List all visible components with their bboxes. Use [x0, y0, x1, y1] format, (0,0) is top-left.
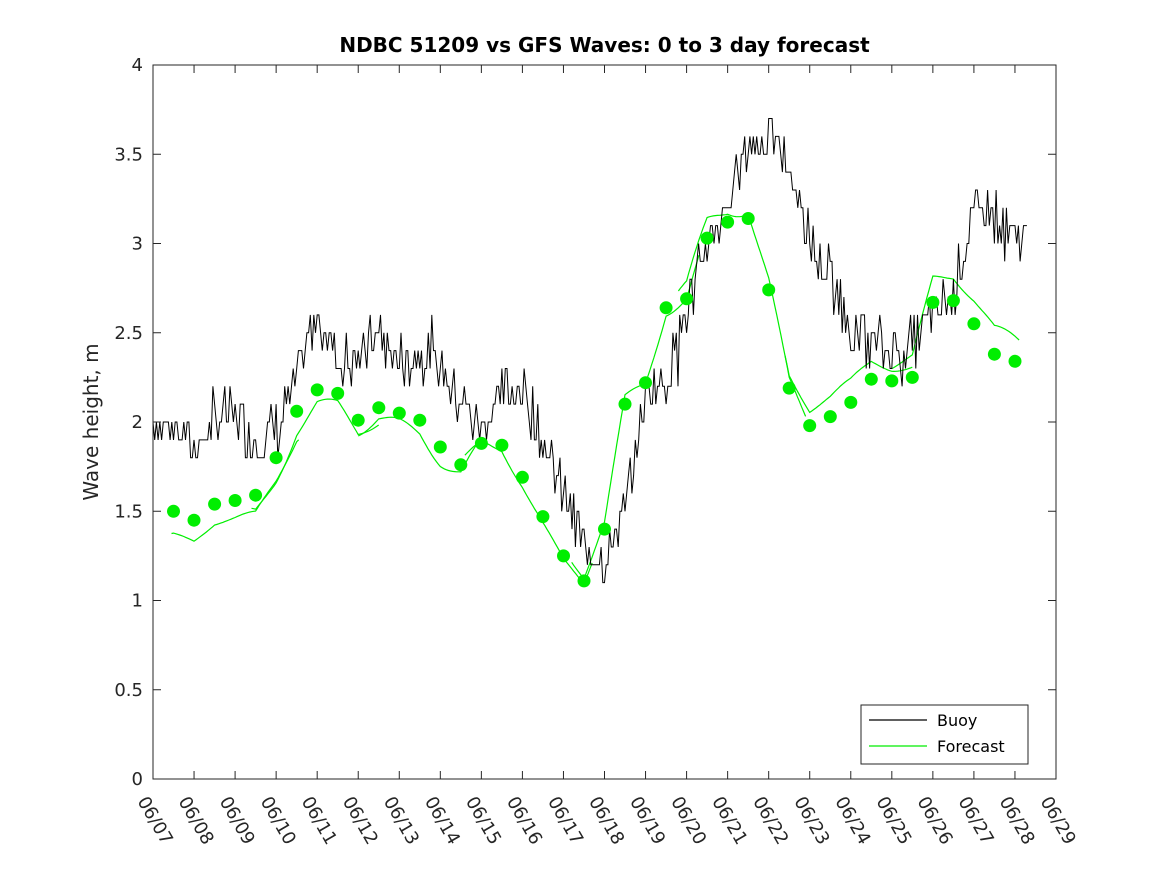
legend-label-forecast: Forecast — [937, 737, 1005, 756]
forecast-point — [454, 458, 468, 472]
forecast-point — [290, 404, 304, 418]
forecast-point — [269, 451, 283, 465]
forecast-point — [249, 488, 263, 502]
forecast-point — [905, 370, 919, 384]
legend-label-buoy: Buoy — [937, 711, 977, 730]
forecast-point — [741, 212, 755, 225]
forecast-point — [639, 376, 652, 390]
y-tick-label: 4 — [132, 55, 143, 76]
forecast-run-line — [784, 355, 913, 414]
forecast-point — [577, 574, 591, 588]
forecast-point — [844, 395, 858, 409]
y-tick-label: 1.5 — [114, 501, 143, 522]
forecast-point — [864, 372, 878, 386]
plot-area — [153, 65, 1056, 779]
y-tick-label: 1 — [132, 591, 143, 612]
plot-background — [153, 65, 1056, 779]
y-tick-label: 2.5 — [114, 323, 143, 344]
forecast-point — [310, 383, 324, 397]
forecast-point — [680, 292, 694, 306]
forecast-point — [536, 510, 550, 524]
buoy-line — [152, 118, 1027, 584]
forecast-point — [167, 504, 180, 518]
forecast-point — [392, 406, 406, 420]
forecast-run-line — [251, 398, 380, 510]
forecast-point — [1008, 354, 1022, 368]
y-tick-label: 2 — [132, 412, 143, 433]
series-layer — [152, 118, 1027, 588]
forecast-run-line — [891, 275, 1020, 370]
forecast-point — [351, 413, 365, 427]
y-tick-label: 0.5 — [114, 680, 143, 701]
forecast-run-line — [571, 254, 700, 580]
forecast-point — [372, 401, 386, 415]
chart-title: NDBC 51209 vs GFS Waves: 0 to 3 day fore… — [339, 33, 870, 57]
forecast-point — [762, 283, 776, 297]
forecast-point — [208, 497, 222, 511]
y-tick-label: 3.5 — [114, 144, 143, 165]
forecast-point — [557, 549, 570, 563]
forecast-point — [598, 522, 611, 536]
forecast-point — [228, 494, 242, 507]
y-tick-label: 3 — [132, 234, 143, 255]
y-tick-label: 0 — [132, 769, 143, 790]
forecast-point — [803, 419, 817, 433]
forecast-point — [782, 381, 796, 395]
forecast-point — [823, 410, 837, 424]
forecast-point — [926, 295, 940, 309]
forecast-point — [495, 438, 509, 452]
forecast-point — [413, 413, 427, 427]
forecast-point — [987, 347, 1001, 361]
forecast-point — [885, 374, 899, 388]
legend-box — [860, 704, 1029, 765]
forecast-point — [331, 386, 345, 400]
forecast-point — [618, 397, 632, 411]
forecast-point — [946, 294, 960, 308]
y-axis-label: Wave height, m — [79, 343, 103, 500]
forecast-point — [474, 436, 488, 450]
forecast-run-line — [677, 213, 807, 417]
forecast-point — [515, 470, 529, 484]
forecast-point — [433, 440, 447, 454]
forecast-run-line — [171, 439, 300, 542]
forecast-point — [721, 215, 735, 229]
forecast-point — [659, 301, 673, 315]
forecast-point — [187, 513, 201, 527]
forecast-point — [967, 317, 981, 331]
forecast-point — [700, 231, 714, 245]
legend: Buoy Forecast — [860, 704, 1029, 765]
